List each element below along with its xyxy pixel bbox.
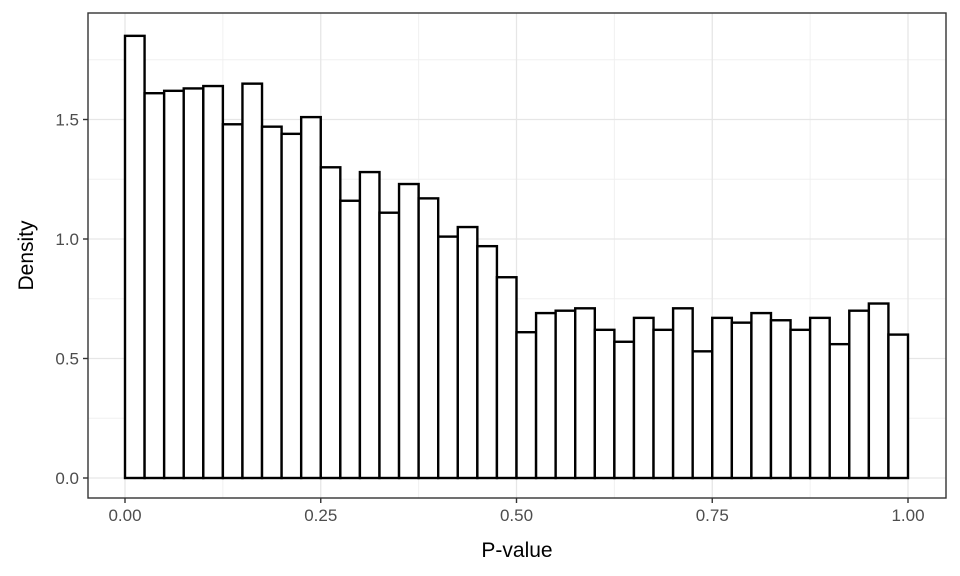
histogram-bar [123, 34, 146, 480]
x-axis-tick-label: 0.00 [108, 506, 141, 525]
y-axis-tick-label: 0.0 [55, 469, 79, 488]
histogram-bar [182, 87, 205, 480]
histogram-bar [848, 309, 871, 480]
x-axis-tick-label: 0.50 [500, 506, 533, 525]
histogram-bar [437, 235, 459, 480]
y-axis-tick-label: 1.0 [55, 230, 79, 249]
histogram-bar [534, 311, 557, 480]
histogram-bar [162, 89, 185, 480]
histogram-bar [280, 132, 303, 480]
histogram-bar [750, 311, 773, 480]
histogram-bar [671, 307, 694, 480]
histogram-bar [221, 123, 244, 480]
histogram-bar [417, 197, 440, 480]
histogram-bar [808, 316, 831, 480]
histogram-bar [554, 309, 577, 480]
histogram-bar [456, 225, 479, 480]
histogram-bar [887, 333, 910, 480]
histogram-bar [515, 331, 538, 480]
y-axis-title: Density [15, 220, 38, 291]
histogram-bar [711, 316, 734, 480]
histogram-bar [769, 319, 792, 480]
histogram-bar [867, 302, 890, 480]
histogram-bar [574, 307, 596, 480]
histogram-bar [378, 211, 401, 480]
histogram-bar [358, 170, 381, 480]
histogram-bar [789, 328, 812, 480]
x-axis-tick-label: 0.75 [696, 506, 729, 525]
axis-tick-marks [83, 118, 909, 503]
histogram-bar [260, 125, 283, 480]
x-axis-tick-label: 0.25 [304, 506, 337, 525]
histogram-bar [691, 350, 714, 480]
histogram-bar [202, 84, 225, 480]
histogram-bar [652, 328, 675, 480]
histogram-bar [241, 82, 264, 480]
histogram-bar [143, 92, 166, 480]
x-axis-title: P-value [481, 539, 552, 562]
histogram-bar [593, 328, 616, 480]
histogram-bar [613, 340, 636, 480]
histogram-bar [299, 115, 322, 480]
histogram-bar [339, 199, 362, 480]
histogram-bar [476, 244, 499, 480]
x-axis-tick-label: 1.00 [891, 506, 924, 525]
histogram-bar [632, 316, 655, 480]
histogram-bars [123, 34, 910, 480]
axis-tick-labels: 0.00 0.25 0.50 0.75 1.00 0.0 0.5 1.0 1.5 [55, 111, 924, 526]
histogram-bar [828, 342, 851, 480]
y-axis-tick-label: 1.5 [55, 111, 79, 130]
histogram-bar [397, 182, 420, 480]
histogram-bar [495, 276, 518, 480]
histogram-bar [730, 321, 753, 480]
y-axis-tick-label: 0.5 [55, 350, 79, 369]
histogram-bar [319, 166, 342, 480]
